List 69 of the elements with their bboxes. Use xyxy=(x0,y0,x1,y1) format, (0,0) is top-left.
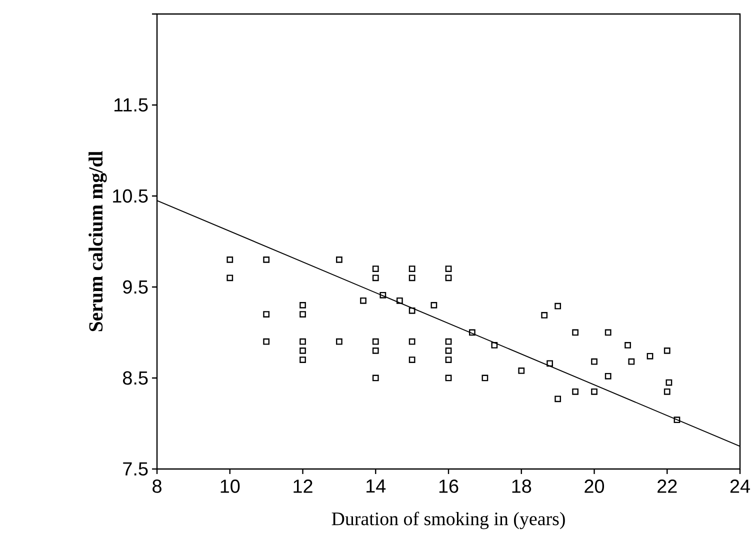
point xyxy=(624,342,631,348)
point xyxy=(372,274,379,282)
point xyxy=(445,347,452,354)
point xyxy=(430,302,438,308)
point xyxy=(445,266,452,272)
point xyxy=(300,338,306,345)
point xyxy=(408,338,416,345)
point xyxy=(445,338,452,345)
point xyxy=(572,388,578,395)
point xyxy=(646,352,654,360)
point xyxy=(396,297,403,304)
y-tick-label: 11.5 xyxy=(114,98,148,112)
point xyxy=(666,379,672,386)
point xyxy=(445,274,452,282)
point xyxy=(572,329,578,336)
point xyxy=(628,358,635,365)
point xyxy=(408,307,416,314)
point xyxy=(591,388,598,395)
point xyxy=(445,374,452,382)
point xyxy=(604,372,612,380)
point xyxy=(226,256,234,263)
point xyxy=(591,358,598,365)
point xyxy=(674,416,680,424)
point xyxy=(604,329,612,336)
point xyxy=(491,342,498,348)
point xyxy=(300,302,306,308)
point xyxy=(664,347,670,354)
point xyxy=(664,388,670,395)
point xyxy=(541,312,548,318)
point xyxy=(408,356,416,363)
y-tick-label: 8.5 xyxy=(123,371,148,385)
point xyxy=(300,356,306,363)
x-tick-label: 8 xyxy=(152,480,162,493)
point xyxy=(300,347,306,354)
point xyxy=(360,297,366,304)
point xyxy=(226,274,234,282)
point xyxy=(445,356,452,363)
point xyxy=(554,302,562,310)
x-tick-label: 24 xyxy=(730,480,750,493)
y-tick-label: 9.5 xyxy=(123,280,148,294)
point xyxy=(380,292,386,298)
point xyxy=(300,311,306,318)
point xyxy=(372,374,379,382)
x-tick-label: 20 xyxy=(584,480,604,493)
x-tick-label: 10 xyxy=(220,480,240,493)
x-tick-label: 12 xyxy=(294,480,312,493)
point xyxy=(336,338,342,345)
x-tick-label: 16 xyxy=(439,480,458,493)
point xyxy=(469,329,476,336)
point xyxy=(372,347,379,354)
point xyxy=(408,266,416,272)
y-tick-label: 7.5 xyxy=(123,462,148,476)
point xyxy=(336,256,342,263)
y-axis-title: Serum calcium mg/dl xyxy=(88,151,107,332)
point xyxy=(372,338,379,345)
point xyxy=(518,368,525,374)
y-tick-label: 10.5 xyxy=(113,189,148,203)
point xyxy=(546,360,553,367)
x-tick-label: 18 xyxy=(512,480,532,493)
point xyxy=(554,396,562,402)
x-tick-label: 14 xyxy=(366,480,386,493)
x-tick-label: 22 xyxy=(658,480,677,493)
point xyxy=(263,311,270,318)
point xyxy=(263,338,270,345)
point xyxy=(372,266,379,272)
point xyxy=(482,374,488,382)
point xyxy=(408,274,416,282)
point xyxy=(263,256,270,263)
x-axis-title: Duration of smoking in (years) xyxy=(332,512,565,530)
